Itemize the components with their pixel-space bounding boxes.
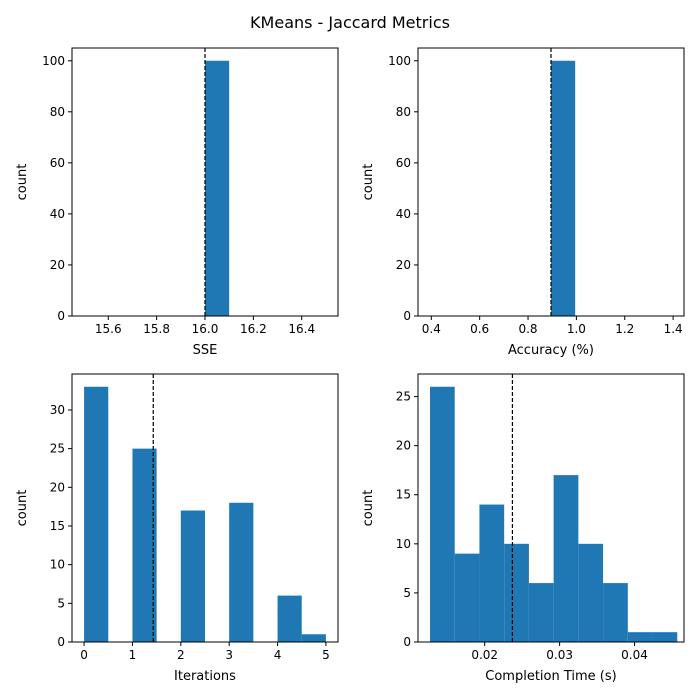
y-tick-label: 5 bbox=[403, 586, 411, 600]
histogram-bar bbox=[454, 553, 480, 642]
y-axis-label: count bbox=[15, 164, 30, 201]
x-tick-label: 15.6 bbox=[95, 322, 122, 336]
y-tick-label: 5 bbox=[57, 596, 65, 610]
y-tick-label: 0 bbox=[403, 309, 411, 323]
x-tick-label: 0.8 bbox=[518, 322, 537, 336]
histogram-bar bbox=[180, 510, 205, 642]
x-tick-label: 0.02 bbox=[471, 648, 498, 662]
histogram-bar bbox=[301, 634, 326, 642]
x-axis-label: Completion Time (s) bbox=[485, 669, 616, 684]
y-tick-label: 15 bbox=[50, 519, 65, 533]
y-tick-label: 20 bbox=[396, 439, 411, 453]
x-tick-label: 5 bbox=[322, 648, 330, 662]
histogram-bar bbox=[229, 502, 254, 642]
subplot-2: 0.4 0.6 0.8 1.0 1.2 1.4 0 20 40 60 80 100 Accuracy (… bbox=[361, 47, 685, 358]
y-tick-label: 100 bbox=[388, 54, 411, 68]
x-tick-label: 2 bbox=[177, 648, 185, 662]
x-axis-label: Iterations bbox=[174, 669, 236, 684]
histogram-bar bbox=[504, 543, 529, 642]
histogram-bar bbox=[429, 386, 455, 642]
y-tick-label: 80 bbox=[396, 105, 411, 119]
y-tick-label: 30 bbox=[50, 403, 65, 417]
histogram-bar bbox=[551, 60, 576, 317]
histogram-bar bbox=[652, 632, 678, 642]
x-tick-label: 0 bbox=[80, 648, 88, 662]
x-axis-label: SSE bbox=[193, 343, 218, 358]
x-tick-label: 1 bbox=[129, 648, 137, 662]
figure-title: KMeans - Jaccard Metrics bbox=[250, 13, 450, 32]
x-tick-label: 16.0 bbox=[192, 322, 219, 336]
y-tick-label: 0 bbox=[403, 635, 411, 649]
histogram-bar bbox=[603, 583, 628, 642]
histogram-bar bbox=[528, 583, 554, 642]
y-tick-label: 60 bbox=[50, 156, 65, 170]
subplot-4: 0.02 0.03 0.04 0 5 10 15 20 25 Completion Time (s… bbox=[361, 373, 685, 684]
subplot-1: 15.6 15.8 16.0 16.2 16.4 0 20 40 60 80 100 SSE count bbox=[15, 47, 339, 358]
histogram-bar bbox=[627, 632, 653, 642]
y-tick-label: 20 bbox=[50, 258, 65, 272]
x-tick-label: 1.4 bbox=[664, 322, 683, 336]
x-tick-label: 0.4 bbox=[422, 322, 441, 336]
y-tick-label: 40 bbox=[50, 207, 65, 221]
x-tick-label: 0.03 bbox=[546, 648, 573, 662]
y-tick-label: 80 bbox=[50, 105, 65, 119]
axes-frame bbox=[417, 373, 685, 643]
y-tick-label: 60 bbox=[396, 156, 411, 170]
x-tick-label: 0.04 bbox=[621, 648, 648, 662]
y-tick-label: 0 bbox=[57, 635, 65, 649]
x-tick-label: 16.2 bbox=[240, 322, 267, 336]
axes-frame bbox=[71, 373, 339, 643]
y-tick-label: 10 bbox=[50, 558, 65, 572]
y-tick-label: 25 bbox=[50, 442, 65, 456]
y-tick-label: 40 bbox=[396, 207, 411, 221]
x-tick-label: 0.6 bbox=[470, 322, 489, 336]
y-axis-label: count bbox=[15, 490, 30, 527]
y-tick-label: 25 bbox=[396, 390, 411, 404]
histogram-bar bbox=[84, 386, 109, 642]
histogram-bar bbox=[479, 504, 505, 642]
y-tick-label: 15 bbox=[396, 488, 411, 502]
histogram-bar bbox=[277, 595, 302, 642]
x-tick-label: 16.4 bbox=[288, 322, 315, 336]
x-tick-label: 1.0 bbox=[567, 322, 586, 336]
axes-frame bbox=[417, 47, 685, 317]
subplot-3: 0 1 2 3 4 5 0 5 10 15 20 25 30 Iterations count bbox=[15, 373, 339, 684]
y-tick-label: 0 bbox=[57, 309, 65, 323]
y-axis-label: count bbox=[361, 164, 376, 201]
x-tick-label: 3 bbox=[225, 648, 233, 662]
y-tick-label: 10 bbox=[396, 537, 411, 551]
x-tick-label: 4 bbox=[274, 648, 282, 662]
subplots: 15.6 15.8 16.0 16.2 16.4020406080100SSEcount… bbox=[15, 47, 685, 684]
histogram-bar bbox=[132, 448, 157, 642]
y-axis-label: count bbox=[361, 490, 376, 527]
histogram-bar bbox=[205, 60, 230, 317]
y-tick-label: 20 bbox=[50, 480, 65, 494]
x-tick-label: 15.8 bbox=[143, 322, 170, 336]
histogram-bar bbox=[553, 475, 579, 642]
y-tick-label: 100 bbox=[42, 54, 65, 68]
histogram-bar bbox=[578, 543, 604, 642]
x-tick-label: 1.2 bbox=[615, 322, 634, 336]
x-axis-label: Accuracy (%) bbox=[508, 343, 594, 358]
y-tick-label: 20 bbox=[396, 258, 411, 272]
